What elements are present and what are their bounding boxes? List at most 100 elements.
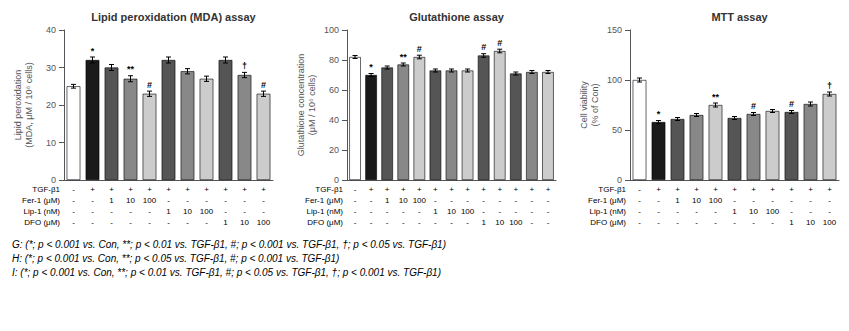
svg-text:-: - (243, 207, 246, 216)
svg-text:+: + (513, 185, 518, 194)
svg-text:-: - (370, 218, 373, 227)
svg-text:DFO (μM): DFO (μM) (590, 218, 626, 227)
svg-text:+: + (675, 185, 680, 194)
svg-text:-: - (547, 196, 550, 205)
svg-text:100: 100 (257, 218, 271, 227)
svg-text:-: - (243, 196, 246, 205)
svg-text:*: * (91, 46, 95, 56)
svg-text:Lip-1 (nM): Lip-1 (nM) (307, 207, 344, 216)
svg-text:-: - (771, 218, 774, 227)
svg-text:-: - (466, 218, 469, 227)
svg-text:100: 100 (607, 75, 622, 85)
svg-text:-: - (547, 218, 550, 227)
svg-text:-: - (370, 196, 373, 205)
svg-text:-: - (790, 207, 793, 216)
svg-text:+: + (546, 185, 551, 194)
svg-text:-: - (657, 196, 660, 205)
svg-text:-: - (714, 218, 717, 227)
svg-text:-: - (676, 207, 679, 216)
svg-text:#: # (481, 42, 486, 52)
svg-text:+: + (808, 185, 813, 194)
svg-text:-: - (498, 196, 501, 205)
svg-text:+: + (465, 185, 470, 194)
svg-text:-: - (547, 207, 550, 216)
svg-text:+: + (166, 185, 171, 194)
svg-text:-: - (402, 218, 405, 227)
svg-text:100: 100 (709, 196, 723, 205)
svg-text:-: - (354, 218, 357, 227)
svg-text:40: 40 (329, 115, 339, 125)
svg-text:-: - (514, 196, 517, 205)
svg-text:-: - (148, 218, 151, 227)
svg-text:-: - (205, 218, 208, 227)
svg-text:+: + (713, 185, 718, 194)
svg-text:*: * (657, 109, 661, 119)
svg-text:+: + (656, 185, 661, 194)
svg-text:Fer-1 (μM): Fer-1 (μM) (588, 196, 626, 205)
svg-text:DFO (μM): DFO (μM) (24, 218, 60, 227)
svg-text:#: # (261, 80, 266, 90)
svg-text:-: - (354, 207, 357, 216)
svg-text:+: + (433, 185, 438, 194)
svg-text:-: - (531, 218, 534, 227)
svg-text:-: - (110, 218, 113, 227)
svg-text:(MDA, μM / 10⁶ cells): (MDA, μM / 10⁶ cells) (24, 62, 34, 147)
svg-text:-: - (370, 207, 373, 216)
svg-text:-: - (91, 207, 94, 216)
svg-text:TGF-β1: TGF-β1 (598, 185, 626, 194)
svg-text:10: 10 (692, 196, 701, 205)
svg-text:-: - (733, 196, 736, 205)
svg-text:(μM / 10⁶ cells): (μM / 10⁶ cells) (307, 75, 317, 135)
svg-text:1: 1 (433, 207, 438, 216)
svg-text:40: 40 (46, 25, 56, 35)
svg-text:10: 10 (240, 218, 249, 227)
svg-text:+: + (369, 185, 374, 194)
svg-text:(% of Con): (% of Con) (590, 83, 600, 126)
svg-text:Fer-1 (μM): Fer-1 (μM) (22, 196, 60, 205)
svg-text:-: - (386, 218, 389, 227)
svg-text:-: - (450, 218, 453, 227)
svg-text:-: - (809, 207, 812, 216)
svg-text:-: - (354, 196, 357, 205)
svg-text:I: (*; p < 0.001 vs. Con, **;: I: (*; p < 0.001 vs. Con, **; p < 0.01 v… (12, 267, 441, 278)
svg-text:-: - (466, 196, 469, 205)
svg-text:Lipid peroxidation (MDA) assay: Lipid peroxidation (MDA) assay (91, 11, 256, 23)
svg-text:Lip-1 (nM): Lip-1 (nM) (24, 207, 61, 216)
svg-text:DFO (μM): DFO (μM) (307, 218, 343, 227)
svg-text:TGF-β1: TGF-β1 (32, 185, 60, 194)
svg-text:-: - (638, 207, 641, 216)
svg-text:150: 150 (607, 25, 622, 35)
svg-text:-: - (186, 196, 189, 205)
svg-text:+: + (128, 185, 133, 194)
svg-text:-: - (167, 196, 170, 205)
svg-text:-: - (224, 196, 227, 205)
svg-text:+: + (204, 185, 209, 194)
svg-text:1: 1 (109, 196, 114, 205)
svg-text:-: - (733, 218, 736, 227)
svg-text:H: (*; p < 0.001 vs. Con, **;: H: (*; p < 0.001 vs. Con, **; p < 0.05 v… (12, 253, 339, 264)
svg-text:10: 10 (749, 207, 758, 216)
svg-text:-: - (418, 218, 421, 227)
svg-text:10: 10 (183, 207, 192, 216)
svg-text:-: - (450, 196, 453, 205)
svg-text:-: - (434, 218, 437, 227)
svg-text:†: † (827, 81, 832, 91)
svg-text:+: + (497, 185, 502, 194)
svg-text:+: + (385, 185, 390, 194)
svg-text:#: # (789, 99, 794, 109)
svg-text:+: + (90, 185, 95, 194)
svg-text:10: 10 (399, 196, 408, 205)
svg-text:60: 60 (329, 85, 339, 95)
svg-text:#: # (417, 44, 422, 54)
svg-text:-: - (482, 196, 485, 205)
svg-text:100: 100 (823, 218, 837, 227)
svg-text:-: - (482, 207, 485, 216)
svg-text:+: + (732, 185, 737, 194)
svg-text:-: - (714, 207, 717, 216)
svg-text:Glutathione concentration: Glutathione concentration (296, 54, 306, 157)
svg-text:0: 0 (617, 175, 622, 185)
svg-text:-: - (752, 196, 755, 205)
svg-text:100: 100 (461, 207, 475, 216)
svg-text:-: - (110, 207, 113, 216)
svg-text:-: - (434, 196, 437, 205)
